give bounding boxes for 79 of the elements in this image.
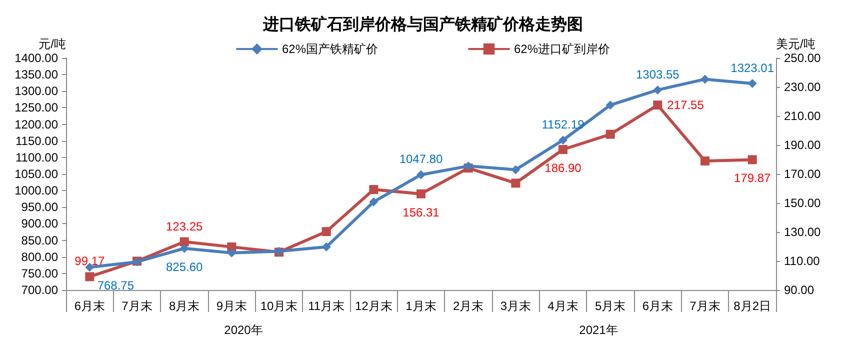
y-tick-label: 900.00 (21, 216, 58, 231)
x-tick-label: 4月末 (548, 299, 578, 313)
y-tick-label: 850.00 (21, 233, 58, 248)
point (511, 165, 520, 174)
point (511, 178, 520, 188)
data-label: 186.90 (544, 160, 582, 175)
point (85, 272, 94, 282)
data-label: 179.87 (734, 171, 772, 186)
x-tick-label: 3月末 (500, 299, 532, 313)
y-tick-label: 1150.00 (16, 134, 58, 148)
y2-tick-label: 130.00 (784, 225, 822, 239)
x-tick-label: 12月末 (354, 299, 392, 313)
data-label: 825.60 (166, 260, 204, 274)
data-label: 217.55 (667, 98, 704, 112)
data-label: 99.17 (74, 254, 106, 268)
point (748, 79, 757, 88)
point (322, 242, 331, 252)
x-tick-label: 1月末 (406, 299, 436, 313)
point (322, 227, 331, 236)
point (558, 144, 568, 154)
y2-tick-label: 250.00 (784, 51, 822, 65)
point (606, 100, 615, 110)
y-tick-label: 1350.00 (14, 68, 58, 82)
y-tick-label: 1200.00 (14, 117, 58, 132)
x-tick-label: 5月末 (594, 299, 626, 313)
point (606, 130, 615, 139)
x-tick-label: 6月末 (642, 299, 674, 313)
data-label: 1152.19 (542, 118, 585, 132)
x-tick-label: 7月末 (690, 299, 720, 313)
point (369, 197, 378, 206)
x-tick-label: 8月末 (168, 299, 200, 313)
x-tick-label: 9月末 (216, 299, 248, 313)
data-label: 1047.80 (399, 152, 444, 166)
y-tick-label: 950.00 (21, 200, 58, 214)
y-tick-label: 1000.00 (14, 184, 58, 198)
point (748, 155, 757, 164)
data-label: 123.25 (166, 219, 204, 234)
y-tick-label: 1100.00 (16, 150, 58, 164)
point (180, 244, 189, 253)
y2-tick-label: 190.00 (784, 138, 822, 152)
x-tick-label: 2月末 (452, 299, 484, 313)
y-tick-label: 1300.00 (14, 84, 58, 98)
x-tick-label: 10月末 (260, 299, 298, 313)
point (416, 189, 426, 198)
y2-tick-label: 110.00 (784, 254, 820, 268)
y-tick-label: 1050.00 (14, 167, 58, 181)
y2-tick-label: 90.00 (784, 283, 814, 297)
data-label: 1323.01 (730, 61, 774, 76)
chart-title: 进口铁矿石到岸价格与国产铁精矿价格走势图 (262, 16, 583, 34)
x-tick-label: 8月2日 (734, 299, 772, 313)
data-label: 156.31 (402, 205, 440, 220)
y2-tick-label: 230.00 (784, 80, 822, 94)
y-tick-label: 1400.00 (14, 51, 58, 65)
x-tick-label: 6月末 (74, 299, 106, 313)
x-tick-label: 11月末 (308, 299, 345, 313)
y-tick-label: 700.00 (21, 283, 58, 297)
point (653, 85, 662, 94)
x-tick-label: 7月末 (122, 299, 152, 313)
point (180, 237, 189, 246)
y-tick-label: 750.00 (21, 266, 58, 280)
legend-label: 62%国产铁精矿价 (282, 42, 378, 56)
point (653, 100, 662, 110)
point (416, 170, 426, 180)
point (700, 74, 710, 84)
legend-label: 62%进口矿到岸价 (514, 42, 610, 56)
data-label: 1303.55 (636, 67, 680, 82)
y-axis-title: 元/吨 (38, 37, 66, 51)
point (369, 185, 378, 194)
y-tick-label: 800.00 (21, 250, 58, 264)
point (700, 156, 710, 166)
y-tick-label: 1250.00 (14, 100, 58, 115)
text: 2021年 (579, 323, 618, 337)
text: 2020年 (224, 323, 263, 337)
data-label: 768.75 (97, 278, 134, 293)
y2-tick-label: 210.00 (784, 109, 822, 123)
y2-tick-label: 170.00 (784, 167, 822, 181)
point (558, 136, 568, 145)
y2-tick-label: 150.00 (784, 196, 822, 210)
y2-axis-title: 美元/吨 (776, 37, 816, 51)
